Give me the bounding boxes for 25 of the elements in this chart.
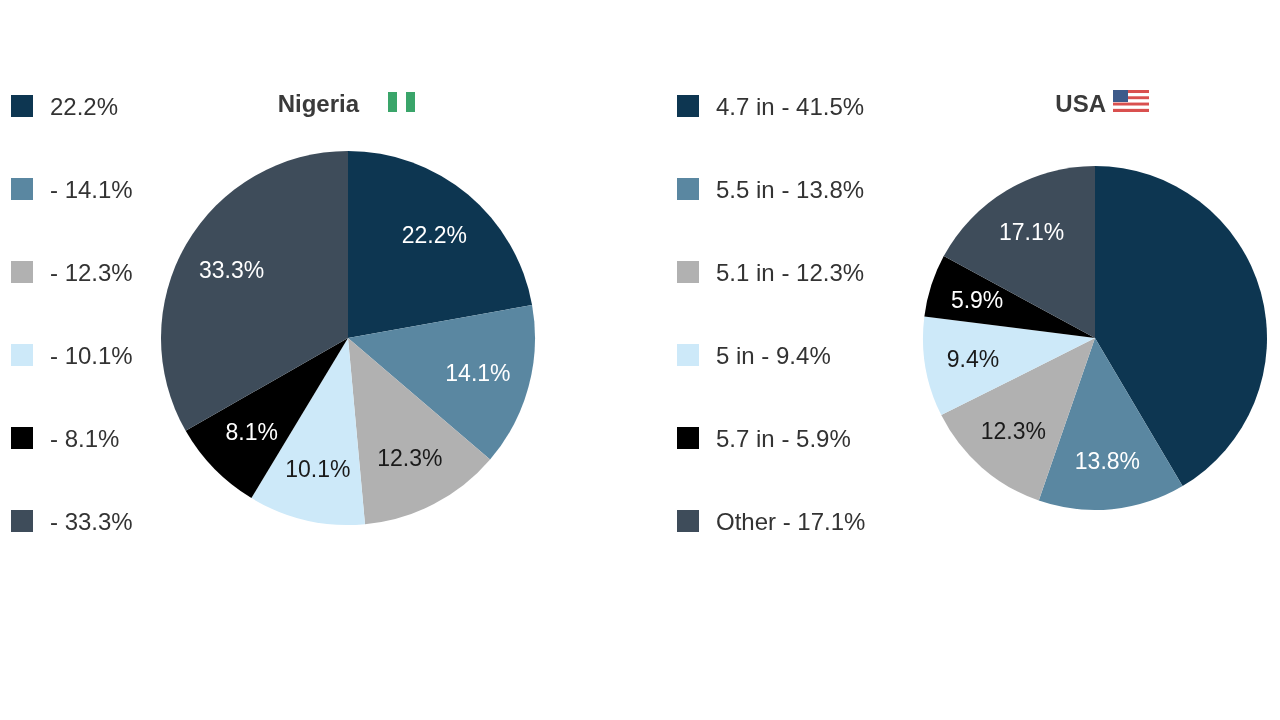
data-label: 12.3% [377,444,443,471]
data-label: 14.1% [445,360,511,387]
chart-title: USA [1055,89,1106,117]
data-label: 22.2% [401,221,468,248]
data-label: 33.3% [198,257,265,284]
legend-label: - 8.1% [50,424,120,452]
chart-title: Nigeria [277,89,360,117]
data-label: 13.8% [1074,448,1141,475]
legend-label: 22.2% [50,92,119,120]
legend-label: 5.5 in - 13.8% [716,175,865,203]
data-label: 8.1% [225,419,278,446]
data-label: 5.9% [950,287,1004,314]
legend-label: - 33.3% [50,507,133,535]
data-label: 12.3% [980,418,1046,445]
data-label: 17.1% [999,218,1065,245]
legend-label: 5.1 in - 12.3% [716,258,865,286]
legend-label: Other - 17.1% [716,507,866,535]
legend-label: 5.7 in - 5.9% [716,424,851,452]
legend-label: - 14.1% [50,175,133,203]
data-label: 9.4% [946,345,1000,372]
data-label: 10.1% [285,456,351,483]
legend-label: - 12.3% [50,258,133,286]
legend-label: - 10.1% [50,341,133,369]
legend-label: 4.7 in - 41.5% [716,92,865,120]
legend-label: 5 in - 9.4% [716,341,831,369]
